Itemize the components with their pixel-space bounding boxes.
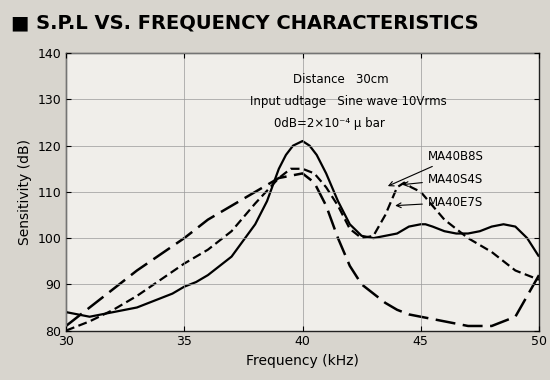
Text: 0dB=2×10⁻⁴ μ bar: 0dB=2×10⁻⁴ μ bar [274, 117, 385, 130]
Text: MA40B8S: MA40B8S [389, 150, 483, 186]
Text: MA40E7S: MA40E7S [397, 196, 483, 209]
Text: Input udtage   Sine wave 10Vrms: Input udtage Sine wave 10Vrms [250, 95, 447, 108]
Text: ■ S.P.L VS. FREQUENCY CHARACTERISTICS: ■ S.P.L VS. FREQUENCY CHARACTERISTICS [11, 13, 478, 32]
X-axis label: Frequency (kHz): Frequency (kHz) [246, 354, 359, 368]
Y-axis label: Sensitivity (dB): Sensitivity (dB) [18, 139, 32, 245]
Text: MA40S4S: MA40S4S [404, 173, 483, 187]
Text: Distance   30cm: Distance 30cm [293, 73, 389, 86]
